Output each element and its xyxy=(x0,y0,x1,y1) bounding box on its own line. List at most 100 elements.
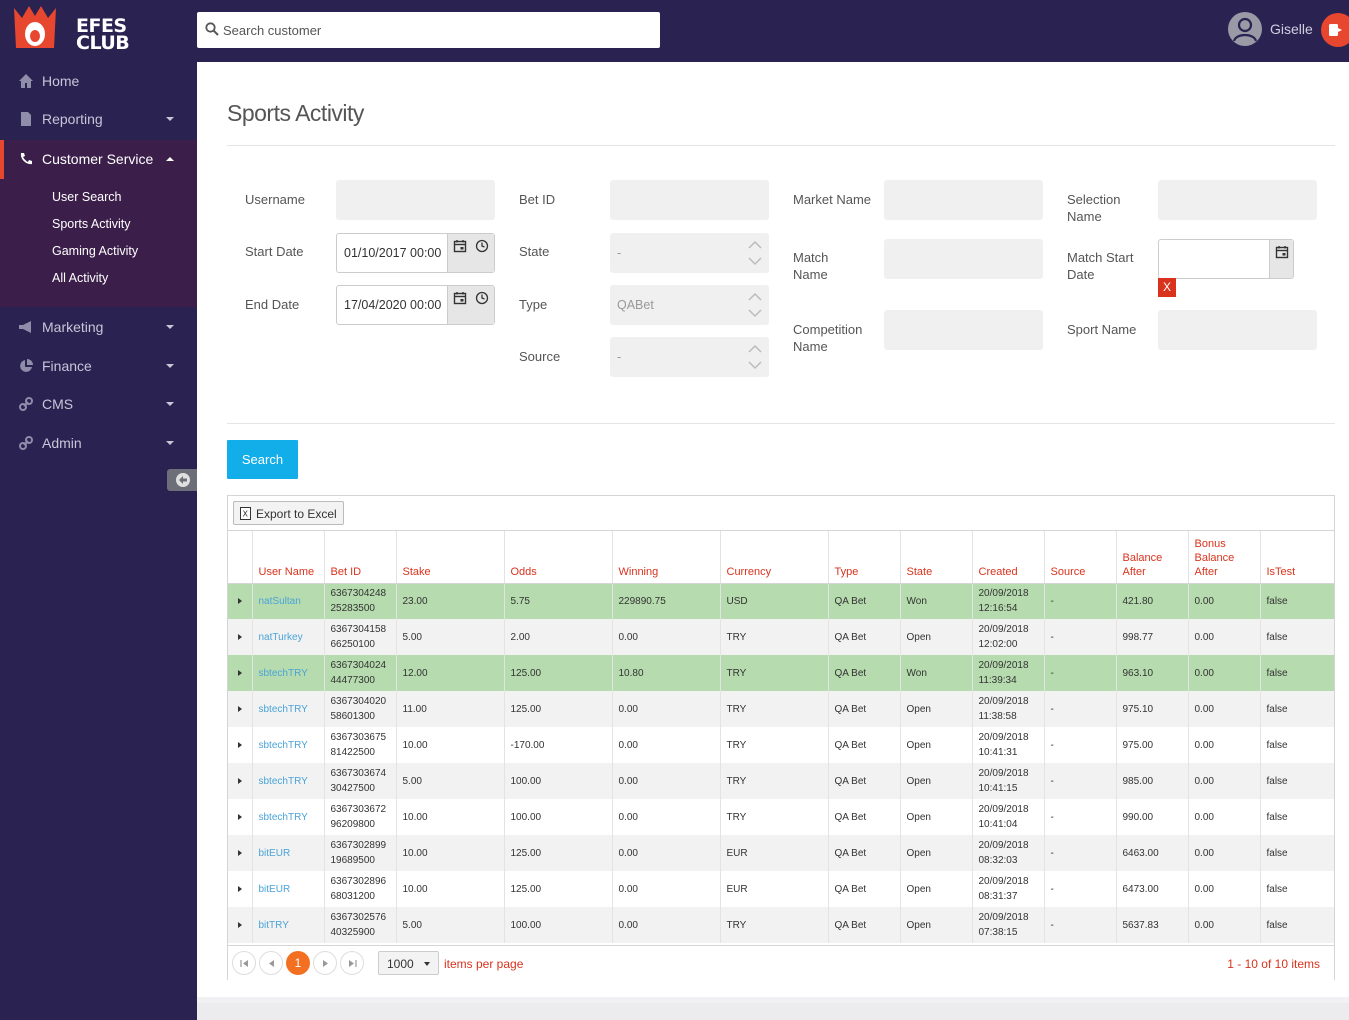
cell-type: QA Bet xyxy=(827,691,900,727)
row-expander[interactable] xyxy=(228,727,252,763)
cell-user-name[interactable]: natTurkey xyxy=(251,619,324,655)
row-expander[interactable] xyxy=(228,835,252,871)
clock-icon[interactable] xyxy=(475,239,489,253)
cell-winning: 0.00 xyxy=(611,835,720,871)
table-row[interactable]: sbtechTRY 636730367430427500 5.00 100.00 0.0… xyxy=(228,763,1334,799)
clock-icon[interactable] xyxy=(475,291,489,305)
prev-page-button[interactable] xyxy=(259,951,283,975)
divider xyxy=(227,423,1335,424)
last-page-button[interactable] xyxy=(340,951,364,975)
col-bonus-balance-after[interactable]: Bonus Balance After xyxy=(1187,531,1260,584)
table-row[interactable]: natTurkey 636730415866250100 5.00 2.00 0.00 T… xyxy=(228,619,1334,655)
brand-line-1: EFES xyxy=(76,15,127,37)
excel-icon: X xyxy=(240,507,251,520)
table-row[interactable]: bitEUR 636730289668031200 10.00 125.00 0.00 E… xyxy=(228,871,1334,907)
row-expander[interactable] xyxy=(228,763,252,799)
sidebar-item-marketing[interactable]: Marketing xyxy=(0,308,197,346)
col-state[interactable]: State xyxy=(899,531,972,584)
col-user-name[interactable]: User Name xyxy=(251,531,324,584)
cell-balance-after: 421.80 xyxy=(1115,583,1188,619)
match-start-date-picker[interactable] xyxy=(1158,239,1294,279)
export-excel-button[interactable]: X Export to Excel xyxy=(233,501,344,525)
submenu-gaming-activity[interactable]: Gaming Activity xyxy=(52,244,139,258)
sidebar-item-reporting[interactable]: Reporting xyxy=(0,100,197,138)
col-source[interactable]: Source xyxy=(1043,531,1116,584)
sidebar-item-finance[interactable]: Finance xyxy=(0,347,197,385)
created-date: 20/09/2018 xyxy=(978,624,1029,635)
table-row[interactable]: bitTRY 636730257640325900 5.00 100.00 0.00 TR… xyxy=(228,907,1334,943)
row-expander[interactable] xyxy=(228,655,252,691)
submenu-all-activity[interactable]: All Activity xyxy=(52,271,109,285)
sidebar-item-admin[interactable]: Admin xyxy=(0,424,197,462)
clear-date-button[interactable]: X xyxy=(1158,278,1176,297)
table-row[interactable]: sbtechTRY 636730367581422500 10.00 -170.00 0… xyxy=(228,727,1334,763)
customer-search[interactable] xyxy=(197,12,660,48)
cell-user-name[interactable]: sbtechTRY xyxy=(251,655,324,691)
row-expander[interactable] xyxy=(228,583,252,619)
match-name-input[interactable] xyxy=(884,239,1043,279)
file-icon xyxy=(21,112,31,126)
type-select[interactable]: QABet xyxy=(610,285,769,325)
expand-arrow-icon xyxy=(237,777,242,784)
calendar-icon[interactable] xyxy=(453,291,467,305)
col-stake[interactable]: Stake xyxy=(395,531,504,584)
submenu-user-search[interactable]: User Search xyxy=(52,190,122,204)
search-input[interactable] xyxy=(223,12,653,48)
col-odds[interactable]: Odds xyxy=(503,531,612,584)
end-date-picker[interactable]: 17/04/2020 00:00 xyxy=(336,285,495,325)
cell-user-name[interactable]: sbtechTRY xyxy=(251,727,324,763)
col-is-test[interactable]: IsTest xyxy=(1259,531,1334,584)
selection-name-input[interactable] xyxy=(1158,180,1317,220)
row-expander[interactable] xyxy=(228,799,252,835)
submenu-sports-activity[interactable]: Sports Activity xyxy=(52,217,131,231)
col-currency[interactable]: Currency xyxy=(719,531,828,584)
sidebar-item-cms[interactable]: CMS xyxy=(0,385,197,423)
calendar-icon[interactable] xyxy=(453,239,467,253)
col-bet-id[interactable]: Bet ID xyxy=(323,531,396,584)
cell-user-name[interactable]: sbtechTRY xyxy=(251,763,324,799)
logout-button[interactable] xyxy=(1321,13,1349,47)
bet-id-input[interactable] xyxy=(610,180,769,220)
row-expander[interactable] xyxy=(228,871,252,907)
avatar[interactable] xyxy=(1228,12,1262,46)
grid-toolbar: X Export to Excel xyxy=(228,496,1334,531)
col-type[interactable]: Type xyxy=(827,531,900,584)
cell-user-name[interactable]: bitEUR xyxy=(251,835,324,871)
cell-type: QA Bet xyxy=(827,655,900,691)
col-winning[interactable]: Winning xyxy=(611,531,720,584)
cell-user-name[interactable]: bitEUR xyxy=(251,871,324,907)
table-row[interactable]: natSultan 636730424825283500 23.00 5.75 2298… xyxy=(228,583,1334,619)
sport-name-input[interactable] xyxy=(1158,310,1317,350)
cell-user-name[interactable]: sbtechTRY xyxy=(251,691,324,727)
sidebar-item-customer-service[interactable]: Customer Service xyxy=(0,140,197,179)
start-date-picker[interactable]: 01/10/2017 00:00 xyxy=(336,233,495,273)
sidebar-item-home[interactable]: Home xyxy=(0,62,197,100)
row-expander[interactable] xyxy=(228,907,252,943)
search-button[interactable]: Search xyxy=(227,440,298,479)
collapse-sidebar-button[interactable] xyxy=(167,469,197,491)
table-row[interactable]: sbtechTRY 636730402444477300 12.00 125.00 10… xyxy=(228,655,1334,691)
row-expander[interactable] xyxy=(228,619,252,655)
source-select[interactable]: - xyxy=(610,337,769,377)
market-name-input[interactable] xyxy=(884,180,1043,220)
calendar-icon[interactable] xyxy=(1275,245,1289,259)
first-page-button[interactable] xyxy=(232,951,256,975)
username-input[interactable] xyxy=(336,180,495,220)
crown-logo-icon xyxy=(14,6,56,48)
col-balance-after[interactable]: Balance After xyxy=(1115,531,1188,584)
page-size-select[interactable]: 1000 xyxy=(378,951,439,975)
cell-user-name[interactable]: natSultan xyxy=(251,583,324,619)
competition-name-input[interactable] xyxy=(884,310,1043,350)
next-page-button[interactable] xyxy=(313,951,337,975)
table-row[interactable]: sbtechTRY 636730402058601300 11.00 125.00 0.… xyxy=(228,691,1334,727)
state-select[interactable]: - xyxy=(610,233,769,273)
table-row[interactable]: bitEUR 636730289919689500 10.00 125.00 0.00 E… xyxy=(228,835,1334,871)
table-row[interactable]: sbtechTRY 636730367296209800 10.00 100.00 0.… xyxy=(228,799,1334,835)
brand-logo[interactable]: EFES CLUB xyxy=(12,4,130,54)
cell-user-name[interactable]: bitTRY xyxy=(251,907,324,943)
col-created[interactable]: Created xyxy=(971,531,1044,584)
row-expander[interactable] xyxy=(228,691,252,727)
created-date: 20/09/2018 xyxy=(978,876,1029,887)
cell-user-name[interactable]: sbtechTRY xyxy=(251,799,324,835)
current-page[interactable]: 1 xyxy=(286,951,310,975)
